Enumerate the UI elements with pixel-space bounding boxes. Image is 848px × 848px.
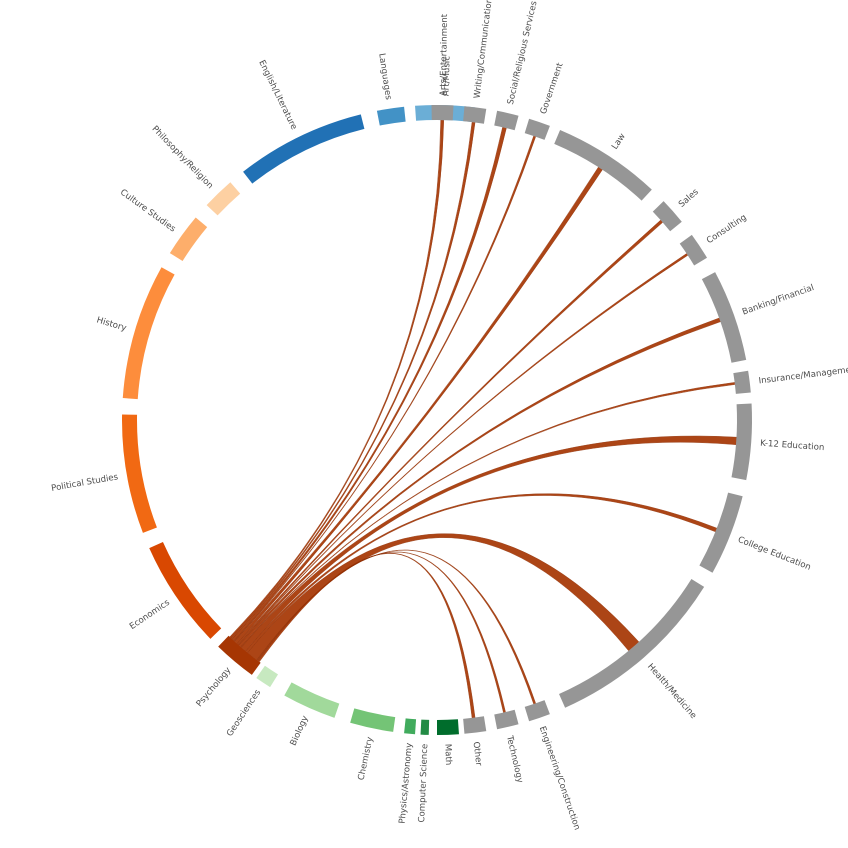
- arc-geosciences: [256, 665, 279, 688]
- label-arts-entertainment: Arts/Entertainment: [439, 13, 450, 96]
- arc-other: [463, 716, 487, 734]
- chord-psychology-to-consulting: [237, 253, 689, 646]
- arc-arts-entertainment: [431, 105, 454, 121]
- arc-consulting: [679, 234, 708, 266]
- label-art-music: Art/Music: [441, 56, 452, 97]
- label-philosophy-religion: Philosophy/Religion: [150, 124, 215, 191]
- arc-chemistry: [350, 708, 396, 732]
- arc-government: [524, 118, 550, 140]
- label-law: Law: [610, 132, 628, 152]
- label-culture-studies: Culture Studies: [118, 188, 178, 235]
- arc-engineering-construction: [524, 700, 550, 722]
- label-english-literature: English/Literature: [256, 59, 298, 132]
- label-engineering-construction: Engineering/Construction: [537, 725, 582, 831]
- chord-psychology-to-other: [257, 552, 476, 719]
- arc-languages: [376, 106, 406, 126]
- label-k-12-education: K-12 Education: [760, 439, 825, 453]
- label-social-religious-services: Social/Religious Services: [506, 0, 540, 106]
- label-physics-astronomy: Physics/Astronomy: [398, 742, 415, 824]
- label-technology: Technology: [504, 734, 525, 784]
- label-psychology: Psychology: [195, 666, 234, 709]
- label-consulting: Consulting: [705, 213, 749, 247]
- arc-technology: [494, 709, 519, 730]
- label-writing-communication: Writing/Communication: [473, 0, 495, 99]
- arc-social-religious-services: [494, 110, 519, 131]
- group-labels: Art/Music Languages English/Literature Phil…: [51, 0, 848, 832]
- label-banking-financial: Banking/Financial: [741, 283, 815, 318]
- chord-psychology-to-insurance-management: [240, 382, 736, 648]
- arc-k-12-education: [731, 403, 753, 481]
- label-geosciences: Geosciences: [225, 688, 263, 739]
- label-economics: Economics: [128, 598, 172, 632]
- chord-psychology-to-social-religious-services: [231, 127, 507, 642]
- label-insurance-management: Insurance/Management: [758, 364, 848, 386]
- label-history: History: [95, 315, 127, 333]
- label-government: Government: [539, 61, 566, 116]
- arc-health-medicine: [559, 578, 705, 708]
- chord-psychology-to-banking-financial: [238, 317, 721, 648]
- arc-biology: [284, 682, 340, 718]
- chord-psychology-to-writing-communication: [230, 121, 476, 640]
- arc-insurance-management: [733, 370, 751, 394]
- label-biology: Biology: [289, 714, 311, 747]
- label-political-studies: Political Studies: [51, 472, 120, 494]
- label-math: Math: [442, 744, 453, 766]
- arc-psychology: [218, 635, 261, 675]
- arc-college-education: [699, 492, 743, 573]
- arc-banking-financial: [701, 272, 747, 363]
- chord-psychology-to-k-12-education: [241, 435, 737, 652]
- arc-economics: [149, 542, 222, 639]
- label-college-education: College Education: [736, 535, 812, 573]
- arc-writing-communication: [463, 106, 487, 124]
- label-other: Other: [471, 741, 484, 767]
- chord-psychology-to-government: [233, 135, 536, 642]
- arc-culture-studies: [169, 217, 208, 262]
- chord-psychology-to-arts-entertainment: [229, 119, 444, 639]
- arc-philosophy-religion: [206, 182, 241, 216]
- arc-physics-astronomy: [404, 718, 417, 735]
- arc-math: [437, 719, 459, 735]
- label-chemistry: Chemistry: [357, 736, 376, 781]
- chord-psychology-to-college-education: [245, 493, 718, 653]
- arc-history: [122, 267, 175, 400]
- group-arcs: [122, 105, 753, 735]
- label-health-medicine: Health/Medicine: [645, 662, 698, 721]
- label-languages: Languages: [376, 53, 393, 101]
- arc-political-studies: [122, 414, 157, 533]
- arc-law: [554, 130, 652, 201]
- arc-computer-science: [420, 719, 430, 735]
- label-sales: Sales: [677, 187, 701, 210]
- label-computer-science: Computer Science: [417, 744, 430, 823]
- arc-english-literature: [243, 114, 365, 184]
- arc-sales: [652, 201, 682, 232]
